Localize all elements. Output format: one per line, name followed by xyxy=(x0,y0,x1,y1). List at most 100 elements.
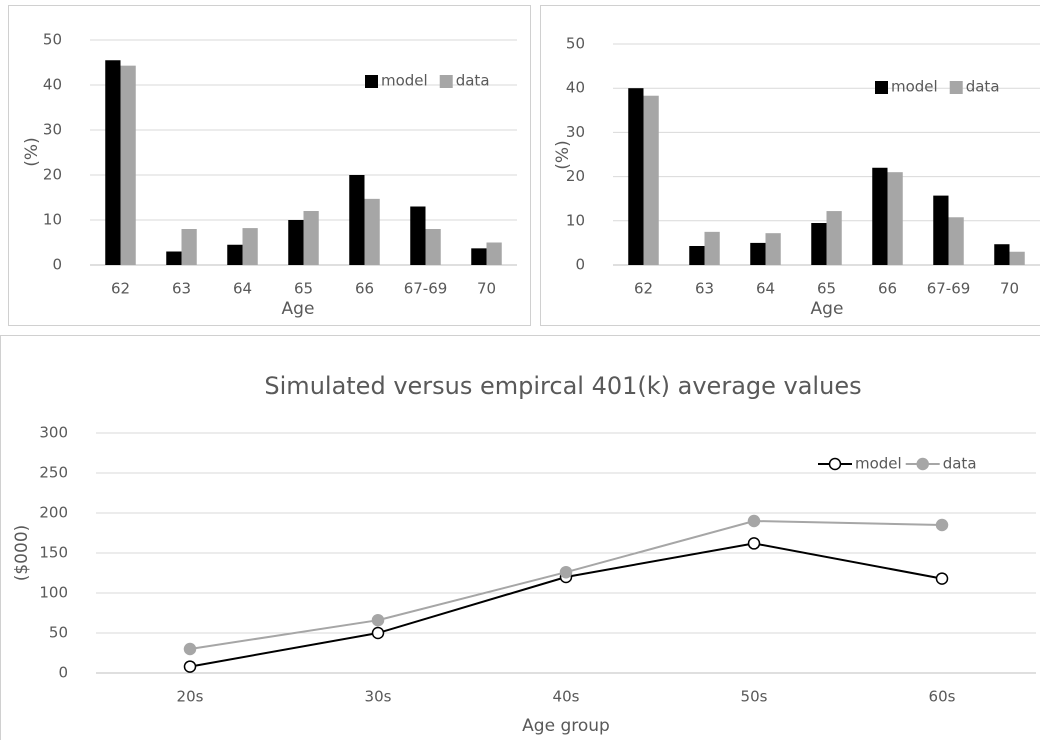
x-tick-label: 60s xyxy=(929,688,956,706)
legend-label: model xyxy=(891,78,938,96)
legend-label: data xyxy=(456,72,490,90)
y-tick-label: 40 xyxy=(43,76,62,94)
marker xyxy=(371,626,385,640)
bar xyxy=(826,211,842,265)
y-tick-label: 30 xyxy=(566,123,585,141)
x-tick-label: 62 xyxy=(111,280,130,298)
x-tick-label: 50s xyxy=(741,688,768,706)
bar xyxy=(120,65,136,266)
line xyxy=(189,542,943,668)
bar xyxy=(166,251,182,265)
marker xyxy=(183,642,197,656)
y-tick-label: 0 xyxy=(575,256,585,274)
bar xyxy=(887,172,903,265)
x-tick-label: 70 xyxy=(1000,280,1019,298)
y-tick-label: 150 xyxy=(39,544,68,562)
legend-swatch xyxy=(875,81,888,94)
bar xyxy=(765,233,781,265)
x-tick-label: 20s xyxy=(177,688,204,706)
bar xyxy=(410,206,426,265)
y-tick-label: 50 xyxy=(566,35,585,53)
bar xyxy=(704,231,720,265)
y-axis-label: (%) xyxy=(553,140,573,169)
x-tick-label: 67-69 xyxy=(404,280,448,298)
legend-label: model xyxy=(855,455,902,473)
x-tick-label: 63 xyxy=(695,280,714,298)
legend-swatch xyxy=(949,81,963,94)
y-tick-label: 100 xyxy=(39,584,68,602)
bar xyxy=(486,242,502,265)
x-tick-label: 65 xyxy=(817,280,836,298)
legend-label: model xyxy=(381,72,428,90)
y-tick-label: 50 xyxy=(43,31,62,49)
y-tick-label: 250 xyxy=(39,464,68,482)
bar xyxy=(181,229,197,265)
bar xyxy=(227,244,243,265)
bar xyxy=(364,198,380,265)
bar xyxy=(303,211,319,265)
y-tick-label: 50 xyxy=(49,624,68,642)
y-axis-label: ($000) xyxy=(12,525,32,582)
marker xyxy=(371,613,385,627)
bar xyxy=(994,244,1010,265)
x-tick-label: 65 xyxy=(294,280,313,298)
bar xyxy=(425,229,441,265)
chart-title: Simulated versus empircal 401(k) average… xyxy=(264,372,861,400)
marker xyxy=(183,660,197,673)
bar xyxy=(105,60,121,265)
y-tick-label: 40 xyxy=(566,79,585,97)
y-tick-label: 10 xyxy=(566,211,585,229)
panel xyxy=(540,5,1040,326)
x-tick-label: 30s xyxy=(365,688,392,706)
panel xyxy=(8,5,531,326)
y-tick-label: 200 xyxy=(39,504,68,522)
x-tick-label: 62 xyxy=(634,280,653,298)
x-tick-label: 64 xyxy=(756,280,775,298)
bar xyxy=(933,195,949,265)
x-axis-label: Age xyxy=(811,299,844,319)
y-tick-label: 0 xyxy=(52,256,62,274)
x-tick-label: 66 xyxy=(878,280,897,298)
legend-swatch xyxy=(365,75,378,88)
legend-marker xyxy=(916,457,929,471)
marker xyxy=(935,518,949,532)
y-tick-label: 20 xyxy=(566,167,585,185)
legend-label: data xyxy=(966,78,1000,96)
x-tick-label: 70 xyxy=(477,280,496,298)
x-axis-label: Age xyxy=(282,299,315,319)
marker xyxy=(747,514,761,528)
line xyxy=(189,519,943,650)
x-tick-label: 67-69 xyxy=(927,280,971,298)
bar xyxy=(643,95,659,266)
bar xyxy=(471,248,487,265)
marker xyxy=(559,565,573,579)
bar xyxy=(1009,251,1025,265)
bar xyxy=(349,175,365,265)
legend-swatch xyxy=(439,75,453,88)
marker xyxy=(747,537,761,550)
y-axis-label: (%) xyxy=(22,137,42,166)
x-tick-label: 63 xyxy=(172,280,191,298)
bar xyxy=(811,223,827,265)
bar xyxy=(872,167,888,265)
y-tick-label: 10 xyxy=(43,211,62,229)
bar xyxy=(628,88,644,265)
legend-label: data xyxy=(943,455,977,473)
bar xyxy=(948,217,964,265)
x-tick-label: 40s xyxy=(553,688,580,706)
marker xyxy=(935,572,949,585)
legend-marker xyxy=(828,457,842,471)
x-tick-label: 66 xyxy=(355,280,374,298)
x-axis-label: Age group xyxy=(522,716,610,736)
y-tick-label: 0 xyxy=(58,664,68,682)
bar xyxy=(750,242,766,265)
bar xyxy=(689,245,705,265)
x-tick-label: 64 xyxy=(233,280,252,298)
panel xyxy=(0,335,1040,740)
y-tick-label: 30 xyxy=(43,121,62,139)
bar xyxy=(242,228,258,265)
y-tick-label: 20 xyxy=(43,166,62,184)
y-tick-label: 300 xyxy=(39,424,68,442)
bar xyxy=(288,220,304,265)
